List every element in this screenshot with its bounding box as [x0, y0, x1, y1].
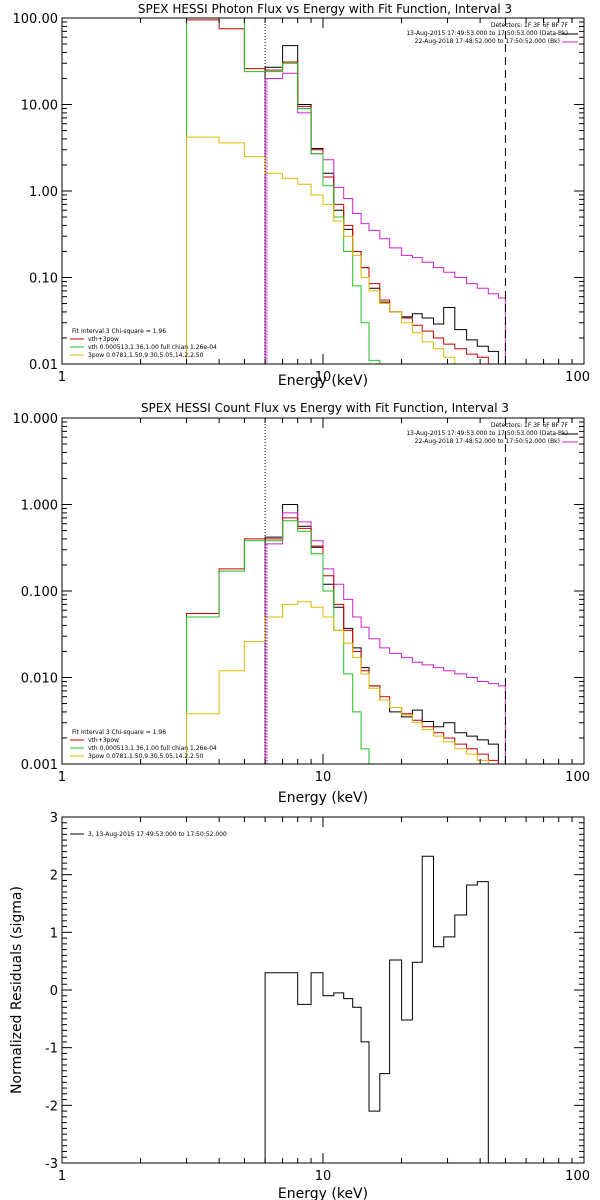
- x-tick-label: 100: [565, 370, 590, 385]
- legend-3pow: 3pow 0.0781,1.50,9.30,5.05,14.2,2.50: [88, 753, 204, 760]
- y-tick-label: 1: [50, 926, 58, 941]
- legend-bottom-left: Fit Interval 3 Chi-square = 1.96 vth+3po…: [70, 729, 217, 760]
- marker-lines: [264, 18, 506, 364]
- y-tick-label: 0.010: [21, 672, 58, 687]
- x-tick-labels: 1 10 100: [58, 1169, 590, 1184]
- x-axis-label: Energy (keV): [278, 1186, 368, 1200]
- legend-fit-interval: Fit Interval 3 Chi-square = 1.96: [72, 729, 166, 736]
- y-tick-labels: 10.000 1.000 0.100 0.010 0.001: [13, 412, 59, 773]
- legend-data-interval: 13-Aug-2015 17:49:53.000 to 17:50:53.000…: [406, 430, 568, 437]
- x-tick-label: 1: [58, 370, 66, 385]
- legend-vth: vth 0.000513,1.36,1.00 full chian 1.26e-…: [88, 344, 217, 351]
- y-tick-label: -1: [45, 1042, 58, 1057]
- series-vth: [186, 520, 370, 764]
- legend-fit-interval: Fit Interval 3 Chi-square = 1.96: [72, 328, 166, 335]
- y-tick-label: 0.10: [29, 272, 58, 287]
- photon-flux-panel: SPEX HESSI Photon Flux vs Energy with Fi…: [13, 2, 591, 389]
- x-tick-label: 10: [315, 1169, 332, 1184]
- x-tick-labels: 1 10 100: [58, 770, 590, 785]
- y-tick-label: 0.100: [21, 585, 58, 600]
- x-tick-label: 1: [58, 1169, 66, 1184]
- series-vth: [186, 17, 390, 365]
- series-data-bk: [264, 45, 499, 364]
- y-tick-label: 1.000: [21, 499, 58, 514]
- y-tick-label: 3: [50, 811, 58, 826]
- axis-ticks: [61, 816, 584, 1164]
- residual-legend: 3, 13-Aug-2015 17:49:53.000 to 17:50:52.…: [70, 831, 227, 838]
- legend-vth: vth 0.000513,1.36,1.00 full chian 1.26e-…: [88, 745, 217, 752]
- x-tick-labels: 1 10 100: [58, 370, 590, 385]
- legend-data-interval: 13-Aug-2015 17:49:53.000 to 17:50:53.000…: [406, 30, 568, 37]
- panel-title: SPEX HESSI Count Flux vs Energy with Fit…: [141, 401, 509, 415]
- y-tick-label: 0.001: [21, 758, 58, 773]
- series-3-13-aug-2015-17-49-53-000-to-17-50-52-000: [264, 855, 489, 1163]
- x-tick-label: 1: [58, 770, 66, 785]
- x-tick-label: 10: [315, 370, 332, 385]
- plot-series-group: [264, 855, 489, 1163]
- axis-ticks: [61, 17, 584, 365]
- count-flux-panel: SPEX HESSI Count Flux vs Energy with Fit…: [13, 401, 591, 806]
- x-tick-label: 10: [315, 770, 332, 785]
- y-tick-label: 10.00: [21, 99, 58, 114]
- legend-3pow: 3pow 0.0781,1.50,9.30,5.05,14.2,2.50: [88, 352, 204, 359]
- legend-vth3pow: vth+3pow: [88, 336, 119, 343]
- legend-top-right: Detectors: 1F 3F 6F 8F 7F 13-Aug-2015 17…: [406, 22, 578, 45]
- legend-bottom-left: Fit Interval 3 Chi-square = 1.96 vth+3po…: [70, 328, 217, 359]
- y-tick-label: -3: [45, 1157, 58, 1172]
- legend-vth3pow: vth+3pow: [88, 737, 119, 744]
- y-tick-label: -2: [45, 1099, 58, 1114]
- legend-top-right: Detectors: 1F 3F 6F 8F 7F 13-Aug-2015 17…: [406, 422, 578, 445]
- x-tick-label: 100: [565, 1169, 590, 1184]
- y-tick-label: 100.00: [13, 12, 59, 27]
- x-axis-label: Energy (keV): [278, 373, 368, 389]
- y-tick-label: 10.000: [13, 412, 59, 427]
- marker-lines: [264, 418, 506, 764]
- x-tick-label: 100: [565, 770, 590, 785]
- legend-bk-interval: 22-Aug-2018 17:48:52.000 to 17:50:52.000…: [415, 438, 560, 445]
- y-tick-label: 2: [50, 869, 58, 884]
- legend-bk-interval: 22-Aug-2018 17:48:52.000 to 17:50:52.000…: [415, 38, 560, 45]
- plot-series-group: [186, 504, 506, 765]
- series-3pow: [186, 601, 499, 765]
- y-tick-labels: 3 2 1 0 -1 -2 -3: [45, 811, 58, 1172]
- y-tick-label: 1.00: [29, 185, 58, 200]
- y-tick-labels: 100.00 10.00 1.00 0.10 0.01: [13, 12, 59, 373]
- y-tick-label: 0.01: [29, 358, 58, 373]
- panel-title: SPEX HESSI Photon Flux vs Energy with Fi…: [138, 2, 512, 16]
- axis-ticks: [61, 417, 584, 765]
- legend-residual-interval: 3, 13-Aug-2015 17:49:53.000 to 17:50:52.…: [88, 831, 227, 838]
- y-tick-label: 0: [50, 984, 58, 999]
- series-3pow: [186, 136, 478, 365]
- legend-detectors: Detectors: 1F 3F 6F 8F 7F: [491, 422, 569, 429]
- legend-detectors: Detectors: 1F 3F 6F 8F 7F: [491, 22, 569, 29]
- plot-series-group: [186, 17, 506, 365]
- y-axis-label: Normalized Residuals (sigma): [9, 886, 25, 1094]
- x-axis-label: Energy (keV): [278, 790, 368, 806]
- series-bk: [264, 512, 506, 764]
